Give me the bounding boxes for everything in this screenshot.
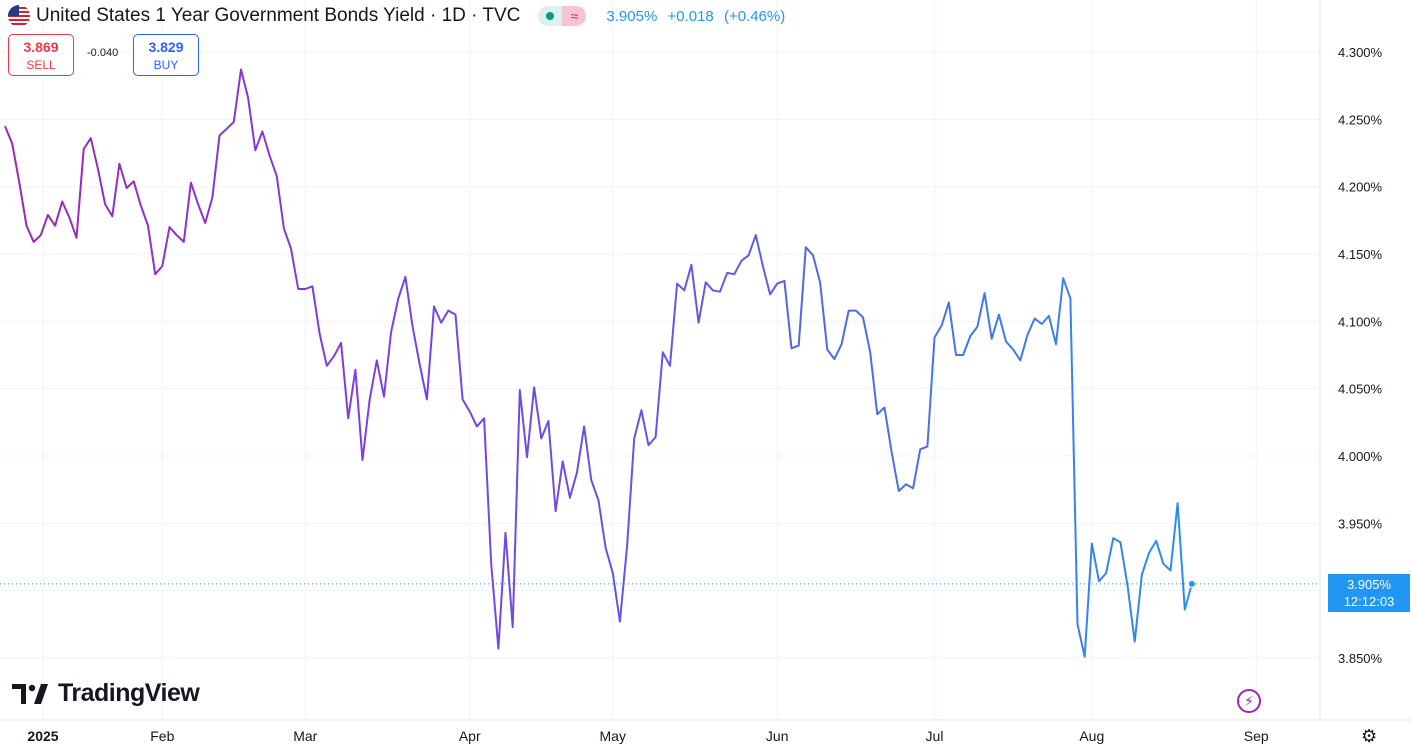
y-tick-label: 3.850%	[1338, 651, 1383, 666]
y-tick-label: 4.150%	[1338, 247, 1383, 262]
x-tick-label: Sep	[1244, 728, 1269, 744]
tradingview-logo-icon	[12, 683, 48, 704]
y-tick-label: 4.050%	[1338, 382, 1383, 397]
sell-button[interactable]: 3.869 SELL	[8, 34, 74, 76]
y-tick-label: 4.250%	[1338, 112, 1383, 127]
x-tick-label: Aug	[1079, 728, 1104, 744]
x-tick-label: Jul	[926, 728, 944, 744]
quote-values: 3.905% +0.018 (+0.46%)	[606, 8, 791, 25]
grid-lines	[0, 0, 1320, 720]
x-tick-label: Feb	[150, 728, 174, 744]
buy-value: 3.829	[148, 39, 184, 55]
series-line	[4, 68, 1193, 658]
last-price-value: 3.905%	[1346, 577, 1392, 592]
symbol-title[interactable]: United States 1 Year Government Bonds Yi…	[36, 5, 521, 26]
last-value: 3.905%	[606, 7, 658, 25]
last-point	[1187, 579, 1196, 588]
settings-gear-icon[interactable]: ⚙	[1361, 726, 1378, 746]
x-tick-label: Apr	[459, 728, 481, 744]
change-value: +0.018	[667, 7, 714, 25]
change-percent: (+0.46%)	[723, 7, 786, 25]
buy-button[interactable]: 3.829 BUY	[133, 34, 199, 76]
x-tick-label: Jun	[766, 728, 789, 744]
spread-value: -0.040	[87, 47, 119, 59]
buy-label: BUY	[153, 58, 179, 72]
status-pills[interactable]: ≈	[538, 6, 587, 26]
x-tick-label: Mar	[293, 728, 317, 744]
sell-value: 3.869	[23, 39, 59, 55]
y-tick-label: 3.950%	[1338, 516, 1383, 531]
y-tick-label: 4.000%	[1338, 449, 1383, 464]
x-tick-label: 2025	[27, 728, 58, 744]
time-axis[interactable]: 2025 Feb Mar Apr May Jun Jul Aug Sep	[27, 728, 1268, 744]
x-tick-label: May	[600, 728, 626, 744]
price-axis[interactable]: 3.850%3.900%3.950%4.000%4.050%4.100%4.15…	[1338, 45, 1383, 666]
y-tick-label: 4.200%	[1338, 180, 1383, 195]
us-flag-icon	[8, 5, 30, 27]
market-open-icon[interactable]	[538, 6, 563, 26]
last-price-label: 3.905% 12:12:03	[1328, 574, 1410, 612]
sell-label: SELL	[26, 58, 56, 72]
lightning-icon[interactable]: ⚡	[1237, 689, 1261, 713]
tradingview-logo[interactable]: TradingView	[12, 679, 200, 708]
chart-header: United States 1 Year Government Bonds Yi…	[8, 4, 791, 28]
y-tick-label: 4.300%	[1338, 45, 1383, 60]
y-tick-label: 4.100%	[1338, 314, 1383, 329]
brand-name: TradingView	[58, 679, 200, 707]
delayed-data-icon[interactable]: ≈	[562, 6, 587, 26]
countdown-timer: 12:12:03	[1343, 594, 1395, 609]
